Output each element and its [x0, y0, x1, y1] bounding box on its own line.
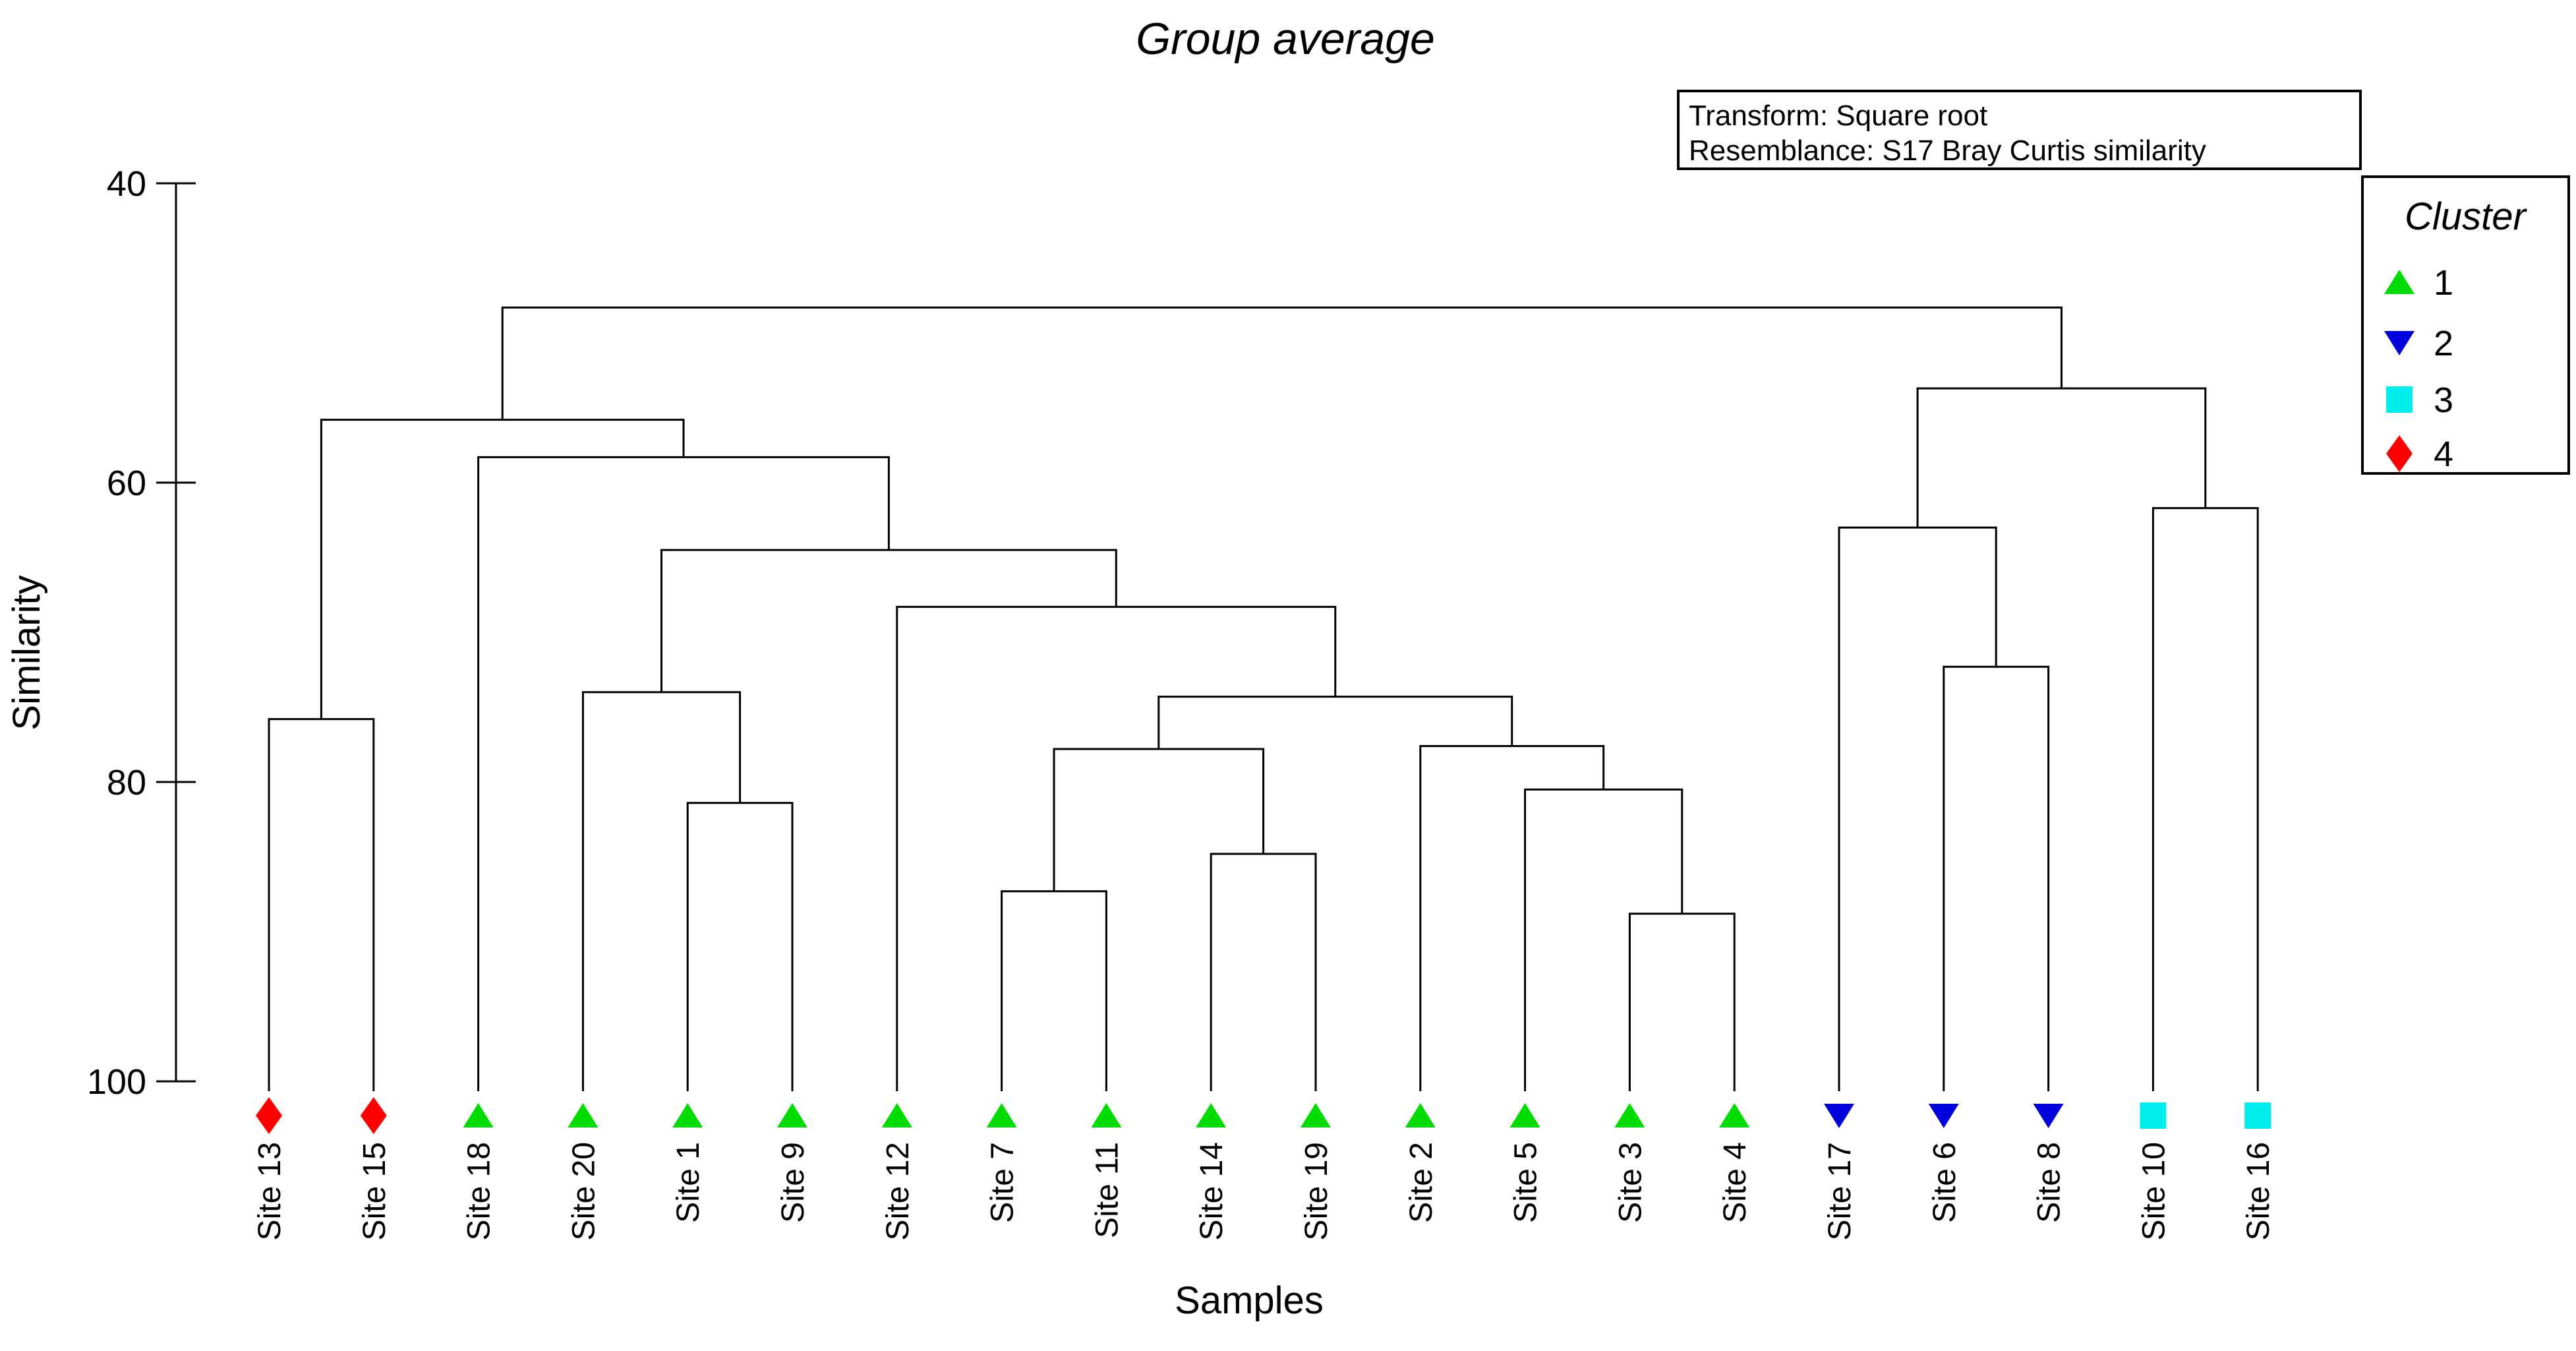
merge-link-N5 [1210, 853, 1317, 1091]
annotation-box-border [1677, 90, 2362, 170]
leaf-label: Site 5 [1509, 1142, 1544, 1223]
leaf-marker-triangle-up [1196, 1103, 1227, 1127]
leaf-marker-triangle-down [1824, 1104, 1854, 1128]
leaf-marker-triangle-up [881, 1103, 912, 1127]
merge-link-N18 [1916, 387, 2207, 528]
x-axis-title: Samples [1175, 1279, 1324, 1322]
dendrogram-tree: Site 13 Site 15 Site 18 Site 20 Site 1 Site 9… [252, 306, 2276, 1240]
leaf-marker-triangle-up [1509, 1103, 1540, 1127]
leaf-marker-diamond [360, 1097, 387, 1134]
merge-link-N13 [477, 456, 890, 1091]
merge-link-N11 [896, 605, 1337, 1091]
leaf-label: Site 1 [671, 1142, 706, 1223]
leaf-label: Site 11 [1090, 1142, 1125, 1238]
legend-title: Cluster [2405, 195, 2527, 238]
legend: Cluster 1 2 3 4 [2361, 175, 2570, 475]
leaf-label: Site 3 [1613, 1142, 1648, 1223]
leaf-label: Site 8 [2032, 1142, 2067, 1223]
leaf-label: Site 19 [1299, 1142, 1334, 1240]
merge-link-N6 [1053, 748, 1265, 891]
leaf-marker-triangle-up [463, 1103, 494, 1127]
merge-link-N9 [1419, 745, 1605, 1091]
annotation-box: Transform: Square root Resemblance: S17 … [1677, 90, 2362, 170]
leaf-marker-triangle-up [1091, 1103, 1122, 1127]
leaf-marker-diamond [256, 1097, 282, 1134]
merge-link-N17 [2152, 507, 2259, 1091]
legend-label-2: 2 [2434, 324, 2453, 363]
leaf-marker-triangle-up [672, 1103, 703, 1127]
merge-link-N1 [268, 718, 375, 1091]
merge-link-N2 [686, 802, 794, 1091]
merge-link-N15 [1943, 665, 2050, 1091]
leaf-label: Site 15 [357, 1142, 392, 1240]
leaf-marker-triangle-up [986, 1103, 1017, 1127]
leaf-label: Site 6 [1927, 1142, 1962, 1223]
leaf-label: Site 20 [566, 1142, 601, 1240]
annotation-transform: Transform: Square root [1689, 100, 1987, 132]
leaf-marker-square [2140, 1102, 2167, 1129]
merge-link-N3 [581, 691, 742, 1091]
legend-symbol-triangle-up [2384, 270, 2415, 294]
y-tick-label-100: 100 [87, 1062, 146, 1102]
legend-border [2361, 175, 2570, 475]
leaf-label: Site 10 [2136, 1142, 2171, 1240]
y-tick-label-60: 60 [107, 464, 146, 503]
merge-link-N14 [320, 419, 685, 719]
chart-title: Group average [1136, 14, 1435, 64]
legend-symbol-diamond [2386, 435, 2413, 472]
y-axis-title: Similarity [5, 575, 48, 730]
leaf-marker-triangle-down [2033, 1104, 2064, 1128]
legend-label-3: 3 [2434, 380, 2453, 420]
leaf-label: Site 18 [462, 1142, 497, 1240]
annotation-resemblance: Resemblance: S17 Bray Curtis similarity [1689, 135, 2206, 167]
leaf-label: Site 7 [985, 1142, 1020, 1223]
legend-symbol-square [2386, 386, 2413, 413]
merge-link-N19 [501, 306, 2063, 420]
leaf-marker-triangle-up [568, 1103, 599, 1127]
leaf-label: Site 14 [1194, 1142, 1229, 1240]
y-tick-label-80: 80 [107, 763, 146, 802]
merge-link-N12 [660, 549, 1117, 692]
leaf-label: Site 16 [2241, 1142, 2276, 1240]
leaf-label: Site 4 [1718, 1142, 1753, 1223]
merge-link-N10 [1157, 696, 1513, 750]
leaf-marker-square [2244, 1102, 2271, 1129]
leaf-label: Site 9 [776, 1142, 811, 1223]
leaf-label: Site 17 [1823, 1142, 1858, 1240]
leaf-label: Site 2 [1404, 1142, 1439, 1223]
leaf-marker-triangle-up [777, 1103, 807, 1127]
legend-symbol-triangle-down [2384, 331, 2415, 355]
merge-link-N16 [1838, 526, 1997, 1091]
merge-link-N7 [1628, 913, 1736, 1091]
leaf-marker-triangle-up [1301, 1103, 1331, 1127]
leaf-label: Site 12 [881, 1142, 916, 1240]
y-tick-label-40: 40 [107, 164, 146, 204]
leaf-marker-triangle-up [1405, 1103, 1436, 1127]
leaf-marker-triangle-down [1928, 1104, 1959, 1128]
leaf-marker-triangle-up [1719, 1103, 1750, 1127]
merge-link-N8 [1524, 788, 1683, 1091]
legend-label-4: 4 [2434, 435, 2453, 474]
leaf-label: Site 13 [252, 1142, 287, 1240]
legend-label-1: 1 [2434, 263, 2453, 303]
y-axis: 40 60 80 100 Similarity [5, 164, 196, 1102]
leaf-marker-triangle-up [1614, 1103, 1645, 1127]
merge-link-N4 [1001, 890, 1107, 1091]
